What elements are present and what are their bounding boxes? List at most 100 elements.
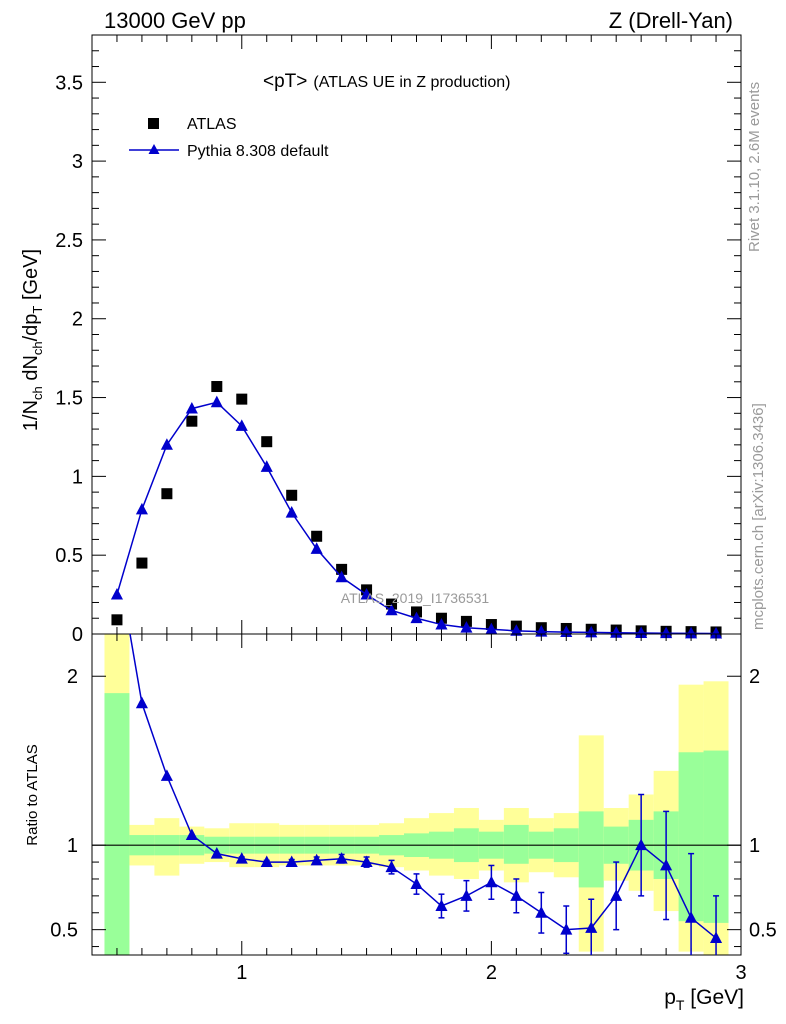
pythia-data-point <box>135 502 148 515</box>
pythia-data-point <box>435 617 448 630</box>
ratio-data-point <box>185 828 198 840</box>
plot-subtitle: (ATLAS UE in Z production) <box>313 74 510 91</box>
legend-pythia-label: Pythia 8.308 default <box>187 143 329 160</box>
main-y-tick-label: 2 <box>72 309 83 331</box>
ratio-data-point <box>285 855 298 868</box>
main-y-tick-label: 1 <box>72 466 83 488</box>
atlas-data-point <box>161 488 173 500</box>
atlas-data-point <box>286 489 298 501</box>
pythia-data-point <box>510 624 523 636</box>
header-right-label: Z (Drell-Yan) <box>609 8 733 33</box>
pythia-data-point <box>260 460 273 472</box>
analysis-watermark: ATLAS_2019_I1736531 <box>341 590 490 606</box>
pythia-data-point <box>310 542 323 554</box>
main-y-axis-label: 1/Nch dNch/dpT [GeV] <box>20 249 45 431</box>
ratio-y-tick-label-left: 1 <box>67 835 78 857</box>
pythia-data-point <box>335 570 348 583</box>
ratio-data-point <box>660 858 673 871</box>
pythia-data-point <box>185 401 198 414</box>
main-y-tick-label: 2.5 <box>55 230 83 252</box>
pythia-data-point <box>235 419 248 431</box>
main-series-layer <box>110 381 723 639</box>
atlas-data-point <box>336 563 348 575</box>
atlas-data-point <box>311 530 323 542</box>
ratio-data-point <box>310 853 323 866</box>
atlas-data-point <box>261 436 273 448</box>
ratio-y-tick-label-right: 2 <box>749 666 760 688</box>
pythia-data-point <box>360 587 373 600</box>
pythia-data-point <box>709 626 723 639</box>
pythia-data-point <box>685 626 698 639</box>
main-y-tick-label: 1.5 <box>55 388 83 410</box>
ratio-data-point <box>260 855 273 868</box>
pythia-data-point <box>635 626 648 639</box>
pythia-data-point <box>485 622 498 635</box>
ratio-data-point <box>685 911 698 923</box>
ratio-band-green <box>503 824 529 864</box>
x-tick-label: 2 <box>486 962 497 984</box>
header-left-label: 13000 GeV pp <box>104 8 246 33</box>
ratio-data-point <box>360 855 373 868</box>
pythia-data-point <box>410 611 423 624</box>
x-tick-label: 3 <box>735 962 746 984</box>
ratio-data-point <box>635 838 648 851</box>
atlas-data-point <box>111 614 123 626</box>
x-tick-label: 1 <box>236 962 247 984</box>
ratio-data-point <box>435 899 448 911</box>
rivet-version-label: Rivet 3.1.10, 2.6M events <box>746 82 763 252</box>
ratio-y-tick-label-left: 0.5 <box>50 920 78 942</box>
main-y-tick-label: 0 <box>72 624 83 646</box>
atlas-data-point <box>136 557 148 569</box>
ratio-data-point <box>485 875 498 888</box>
legend-atlas-label: ATLAS <box>187 116 237 133</box>
pythia-data-point <box>210 395 223 408</box>
legend-pythia-marker <box>148 144 160 154</box>
ratio-data-point <box>111 551 123 563</box>
ratio-data-point <box>460 889 473 901</box>
ratio-y-tick-label-right: 0.5 <box>749 920 777 942</box>
ratio-y-tick-label-right: 1 <box>749 835 760 857</box>
ratio-uncertainty-bands <box>104 634 729 955</box>
pythia-data-point <box>460 621 473 633</box>
atlas-data-point <box>236 393 248 405</box>
ratio-data-point <box>135 696 148 709</box>
ratio-panel: 0.5 0.5 1 1 2 2 1 2 3 <box>50 633 777 984</box>
main-y-tick-label: 3.5 <box>55 72 83 94</box>
x-axis-label: pT [GeV] <box>664 986 744 1013</box>
main-y-tick-label: 0.5 <box>55 545 83 567</box>
pythia-data-point <box>385 603 398 616</box>
ratio-band-green <box>104 693 130 955</box>
pythia-data-point <box>160 438 173 450</box>
ratio-data-point <box>709 931 723 944</box>
atlas-data-point <box>211 381 223 393</box>
ratio-band-green <box>703 750 729 923</box>
pythia-data-point <box>110 587 124 600</box>
ratio-series-layer <box>111 551 723 955</box>
plot-title-main: <pT> <box>263 71 307 92</box>
ratio-data-point <box>235 852 248 864</box>
ratio-data-point <box>610 889 623 901</box>
pythia-data-point <box>610 626 623 638</box>
ratio-data-point <box>510 889 523 901</box>
ratio-y-axis-label: Ratio to ATLAS <box>24 744 41 845</box>
ratio-clip-group <box>111 551 723 955</box>
ratio-data-point <box>335 852 348 864</box>
ratio-y-tick-label-left: 2 <box>67 666 78 688</box>
ratio-data-point <box>160 769 173 781</box>
ratio-data-point <box>585 921 598 933</box>
legend-atlas-marker <box>148 118 159 129</box>
mcplots-label: mcplots.cern.ch [arXiv:1306.3436] <box>750 403 767 630</box>
legend: ATLAS Pythia 8.308 default <box>129 116 329 160</box>
ratio-data-point <box>210 847 223 859</box>
plot-title: <pT> (ATLAS UE in Z production) <box>263 71 510 92</box>
pythia-data-point <box>660 626 673 639</box>
ratio-data-point <box>385 860 398 873</box>
main-y-tick-label: 3 <box>72 151 83 173</box>
pythia-data-point <box>285 506 298 518</box>
atlas-data-point <box>186 415 198 427</box>
ratio-band-green <box>578 811 604 888</box>
ratio-data-point <box>535 906 548 918</box>
ratio-data-point <box>560 923 573 935</box>
ratio-data-point <box>410 877 423 889</box>
